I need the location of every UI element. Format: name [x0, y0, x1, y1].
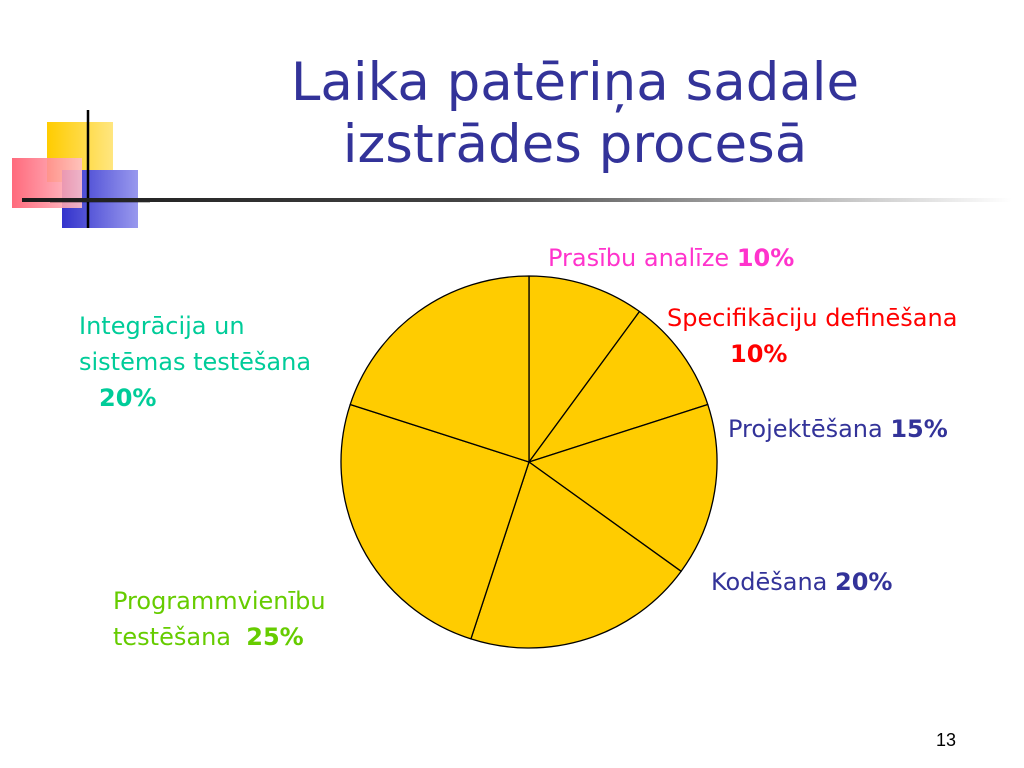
- page-number: 13: [936, 730, 957, 750]
- label-prasibu-analize: Prasību analīze 10%: [548, 240, 794, 276]
- slice-value-label: 20%: [835, 568, 893, 596]
- slice-value-label: 10%: [736, 244, 795, 272]
- slice-label-text: Kodēšana: [711, 568, 828, 596]
- slice-label-line-1: Programmvienību: [113, 587, 326, 615]
- slide-title-line-1: Laika patēriņa sadale: [290, 52, 860, 113]
- slice-label-text: Prasību analīze: [548, 244, 730, 272]
- slice-label-line-2: testēšana: [113, 623, 231, 651]
- slice-value-label: 25%: [246, 623, 304, 651]
- label-kodesana: Kodēšana 20%: [711, 564, 892, 600]
- slide-title: Laika patēriņa sadale izstrādes procesā: [230, 52, 920, 176]
- slice-label-text: Specifikāciju definēšana: [667, 304, 958, 332]
- label-projektesana: Projektēšana 15%: [728, 411, 948, 447]
- slice-label-line-1: Integrācija un: [79, 312, 245, 340]
- title-underline-rule: [22, 198, 1012, 202]
- decorative-squares-logo: [12, 110, 150, 228]
- pie-slice-2: [528, 403, 718, 572]
- label-specifikaciju-definesana: Specifikāciju definēšana 10%: [667, 300, 957, 372]
- slice-value-label: 10%: [730, 340, 788, 368]
- pie-slice-1: [528, 310, 709, 463]
- pie-chart: [340, 275, 718, 649]
- pie-slice-4: [340, 403, 530, 640]
- pie-slice-5: [349, 275, 530, 463]
- slice-value-label: 20%: [99, 384, 157, 412]
- slice-value-label: 15%: [890, 415, 948, 443]
- slice-label-text: Projektēšana: [728, 415, 883, 443]
- slide-title-line-2: izstrādes procesā: [342, 114, 808, 175]
- label-integracija-testesana: Integrācija un sistēmas testēšana 20%: [79, 308, 311, 416]
- pie-slice-0: [528, 275, 641, 463]
- pie-slice-3: [470, 461, 682, 649]
- slice-label-line-2: sistēmas testēšana: [79, 348, 312, 376]
- label-programmvienibu-testesana: Programmvienību testēšana 25%: [113, 583, 326, 655]
